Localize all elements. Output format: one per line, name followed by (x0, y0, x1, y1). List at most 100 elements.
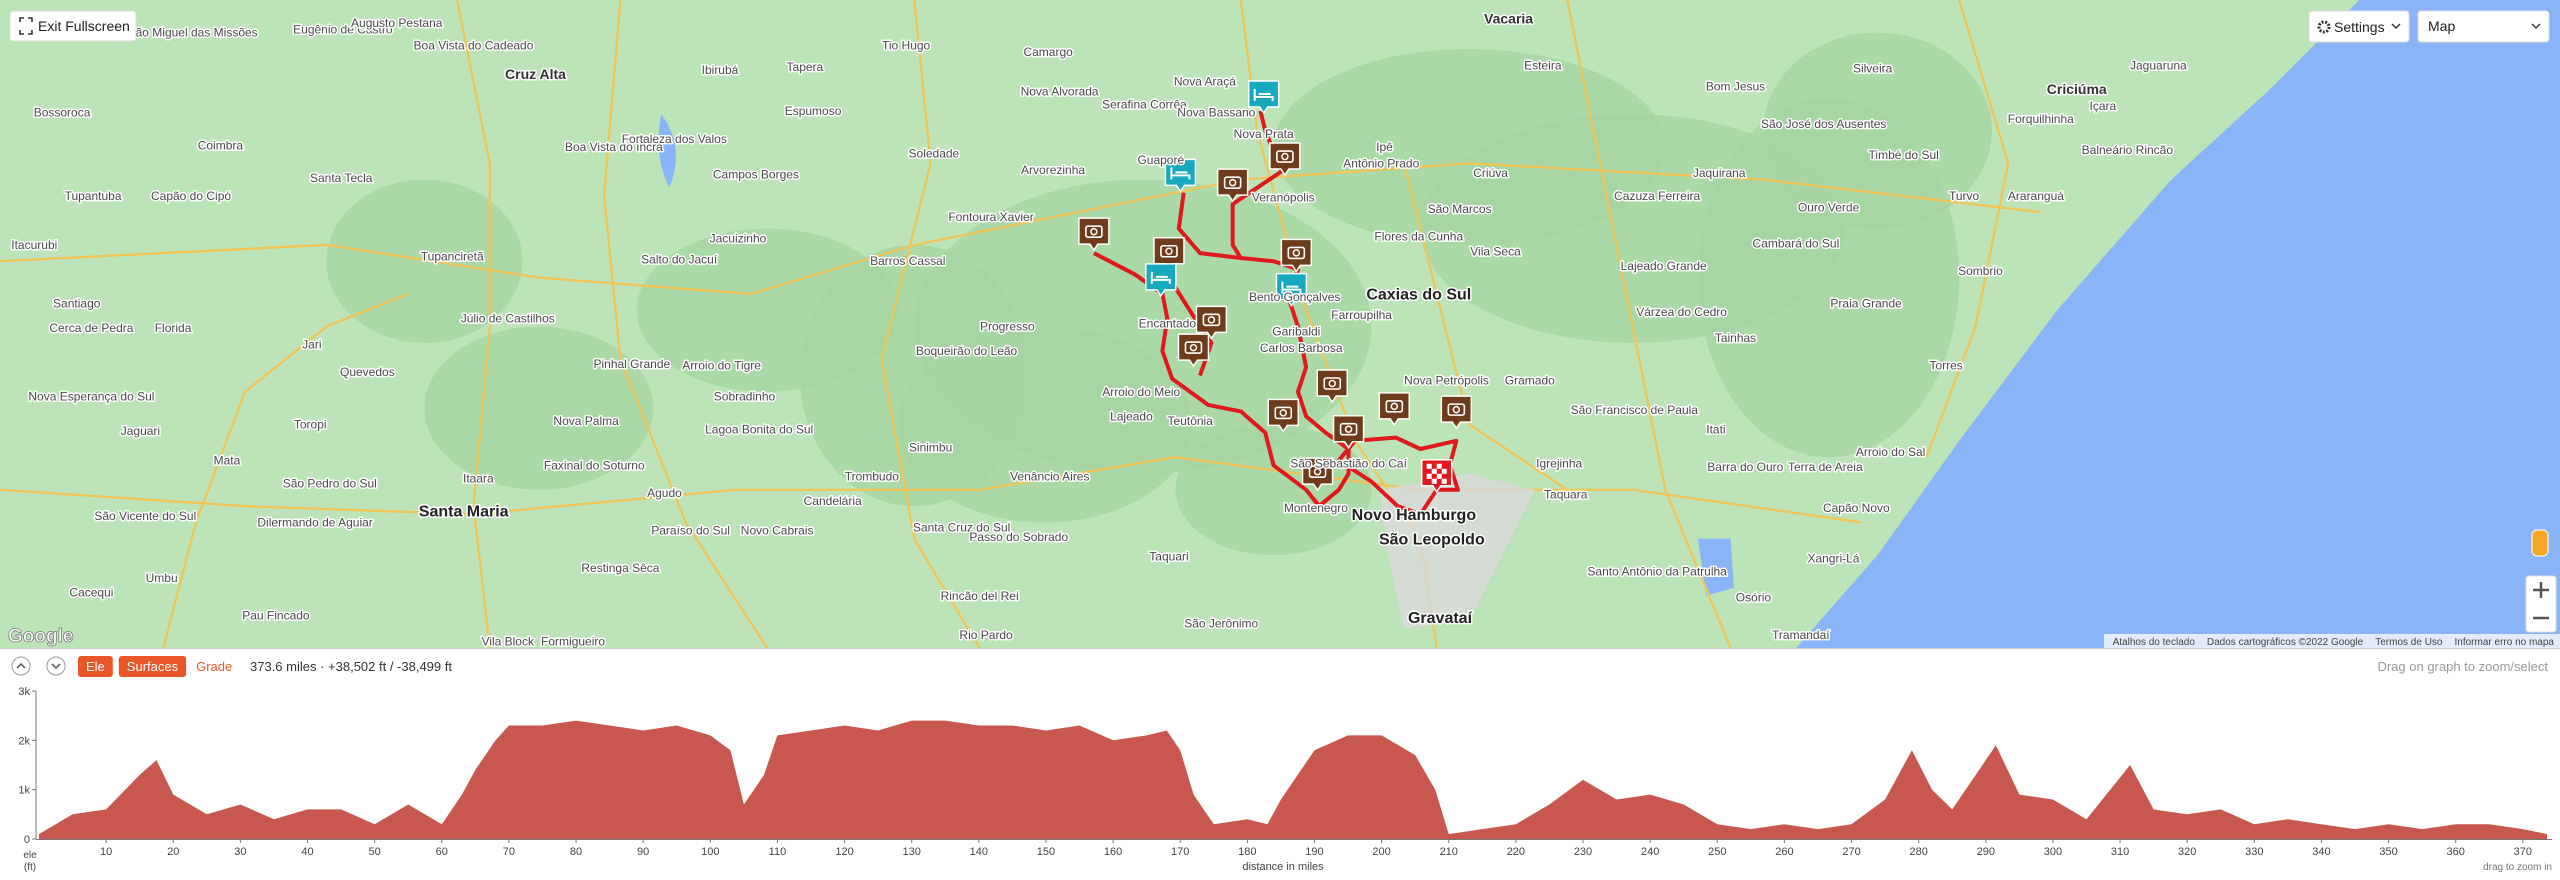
x-tick-label: 300 (2044, 846, 2062, 858)
place-label: Balneário Rincão (2082, 143, 2174, 157)
photo-marker[interactable] (1177, 333, 1210, 368)
photo-marker[interactable] (1195, 305, 1228, 340)
y-axis-label: ele (23, 850, 37, 861)
street-view-pegman[interactable] (2531, 529, 2549, 557)
place-label: São Sebastião do Caí (1290, 457, 1407, 471)
camera-icon (1308, 465, 1327, 478)
place-label: Carlos Barbosa (1260, 341, 1343, 355)
toggle-label: Ele (86, 659, 105, 674)
x-tick-label: 250 (1708, 846, 1726, 858)
road (880, 0, 981, 649)
place-label: Santa Cruz do Sul (913, 520, 1010, 534)
photo-marker[interactable] (1301, 457, 1334, 492)
place-label: Vila Seca (1470, 244, 1521, 258)
x-tick-label: 110 (769, 846, 787, 858)
place-label: Silveira (1853, 62, 1893, 76)
lodging-marker[interactable] (1164, 158, 1197, 193)
place-label: Tupanciretã (421, 249, 484, 263)
place-label: Taquari (1149, 550, 1188, 564)
place-label: Capão Novo (1823, 501, 1890, 515)
place-label: Dilermando de Aguiar (257, 515, 372, 529)
photo-marker[interactable] (1316, 369, 1348, 404)
road (1925, 0, 2010, 458)
place-label: Forquilhinha (2008, 112, 2074, 126)
photo-marker[interactable] (1440, 395, 1473, 430)
attribution-link[interactable]: Atalhos do teclado (2113, 637, 2196, 648)
place-label: Mata (214, 453, 241, 467)
y-tick-label: 2k (18, 735, 30, 747)
place-label: Itacurubi (11, 238, 57, 252)
camera-lens (1281, 152, 1289, 161)
camera-icon (1274, 406, 1293, 420)
x-tick-label: 70 (503, 846, 515, 858)
photo-marker[interactable] (1267, 398, 1300, 433)
map-logo: Google (8, 626, 73, 647)
x-tick-label: 270 (1842, 846, 1860, 858)
place-label: Taquara (1544, 488, 1588, 502)
bed-icon (1253, 89, 1274, 102)
attribution-link[interactable]: Informar erro no mapa (2455, 637, 2555, 648)
map-type-select[interactable] (2417, 10, 2550, 43)
toggle-button[interactable] (118, 656, 187, 677)
y-tick-label: 1k (18, 785, 30, 797)
place-label: Nova Esperança do Sul (28, 390, 154, 404)
place-label: Tapera (787, 60, 824, 74)
attribution-link[interactable]: Dados cartográficos ©2022 Google (2207, 637, 2364, 648)
road (0, 162, 2041, 296)
lodging-marker[interactable] (1247, 80, 1280, 115)
photo-marker[interactable] (1332, 414, 1365, 450)
place-label: Jacuizinho (710, 231, 767, 245)
x-tick-label: 350 (2379, 846, 2397, 858)
grade-toggle[interactable]: Grade (196, 659, 232, 674)
place-label: Flores da Cunha (1374, 230, 1463, 244)
x-tick-label: 210 (1440, 846, 1458, 858)
elevation-area (39, 720, 2547, 839)
chevron (16, 662, 26, 669)
place-label: Vila Block (482, 635, 535, 649)
place-label: Gramado (1505, 373, 1555, 387)
place-label: Encantado (1139, 316, 1197, 330)
collapse-button[interactable] (46, 656, 66, 676)
toggle-button[interactable] (78, 656, 113, 677)
road (602, 0, 769, 649)
button-label: Settings (2334, 19, 2385, 35)
camera-lens (1165, 247, 1173, 256)
photo-marker[interactable] (1216, 168, 1249, 203)
collapse-button[interactable] (11, 656, 31, 676)
zoom-in[interactable] (2533, 582, 2549, 598)
exit-fullscreen-button[interactable] (9, 10, 137, 42)
place-label: Arroio do Meio (1102, 385, 1180, 399)
camera-icon (1085, 225, 1103, 238)
place-label: Toropi (294, 417, 327, 431)
attribution-link[interactable]: Termos de Uso (2375, 637, 2443, 648)
checker (1426, 473, 1432, 479)
place-label: São Jerônimo (1184, 617, 1258, 631)
place-label: Veranópolis (1252, 191, 1315, 205)
photo-marker[interactable] (1078, 217, 1110, 252)
chevron (51, 663, 61, 670)
checker (1431, 468, 1437, 474)
place-label: Agudo (647, 486, 682, 500)
place-label: Augusto Pestana (351, 16, 443, 30)
place-label: Faxinal do Soturno (544, 458, 645, 472)
finish-marker[interactable] (1420, 459, 1453, 494)
chevron (2531, 23, 2541, 30)
lodging-marker[interactable] (1145, 263, 1177, 298)
place-label: Campos Borges (713, 168, 799, 182)
road (0, 455, 1862, 524)
place-label: Jaguaruna (2130, 58, 2187, 72)
road (1566, 0, 1732, 649)
photo-marker[interactable] (1280, 238, 1313, 273)
photo-marker[interactable] (1378, 392, 1411, 427)
place-label: Bom Jesus (1706, 80, 1765, 94)
place-label: Itati (1706, 422, 1725, 436)
lodging-marker[interactable] (1275, 272, 1308, 308)
place-label: Jaquirana (1693, 166, 1746, 180)
place-label: Lagoa Bonita do Sul (705, 422, 813, 436)
place-label: Sombrio (1958, 264, 2003, 278)
place-label: Nova Petrópolis (1404, 373, 1489, 387)
place-label: Lajeado Grande (1621, 259, 1707, 273)
photo-marker[interactable] (1269, 142, 1301, 177)
settings-button[interactable] (2308, 10, 2410, 43)
